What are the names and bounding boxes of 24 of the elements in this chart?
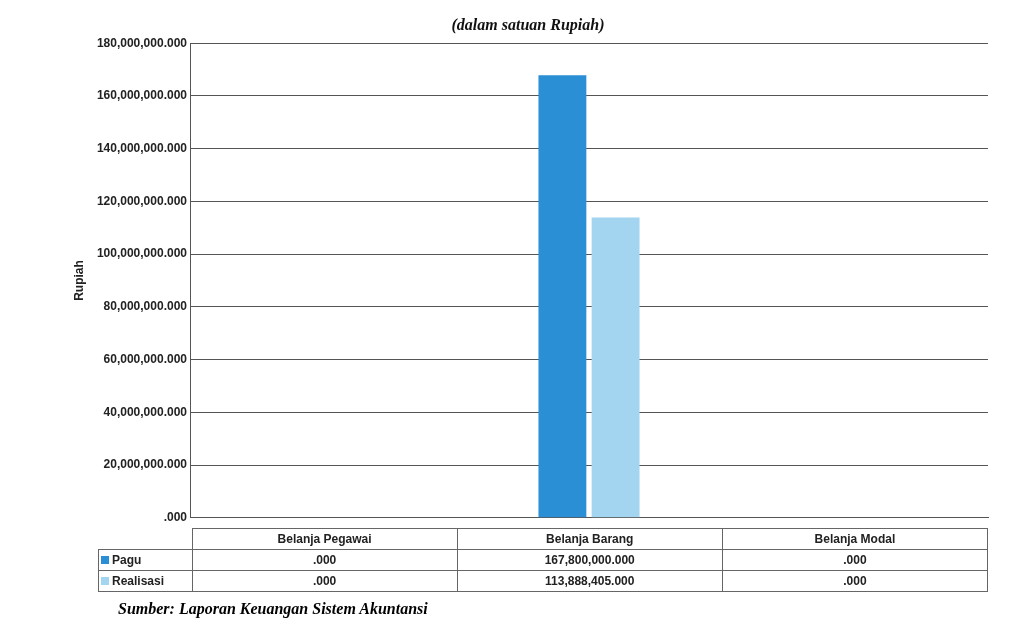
y-tick-label: 180,000,000.000 bbox=[96, 35, 188, 50]
y-tick-label: 120,000,000.000 bbox=[96, 193, 188, 208]
y-tick-label: 160,000,000.000 bbox=[96, 88, 188, 103]
data-label: 113,888,405.000 bbox=[457, 570, 723, 592]
text: Sumber: Laporan Keuangan Sistem Akuntansi bbox=[118, 600, 429, 618]
data-label: .000 bbox=[192, 549, 458, 571]
x-tick-label: Belanja Modal bbox=[722, 528, 988, 550]
y-tick-label: 60,000,000.000 bbox=[103, 351, 188, 366]
y-tick-label: .000 bbox=[163, 510, 188, 525]
chart-title: (dalam satuan Rupiah) bbox=[451, 15, 605, 34]
data-label: .000 bbox=[192, 570, 458, 592]
x-tick-label: Belanja Pegawai bbox=[192, 528, 458, 550]
legend-label: Realisasi bbox=[98, 570, 192, 592]
data-label: .000 bbox=[722, 570, 988, 592]
y-tick-label: 40,000,000.000 bbox=[103, 404, 188, 419]
y-tick-label: 80,000,000.000 bbox=[103, 299, 188, 314]
y-axis-title: Rupiah bbox=[71, 260, 86, 301]
y-tick-label: 100,000,000.000 bbox=[96, 246, 188, 261]
data-label: 167,800,000.000 bbox=[457, 549, 723, 571]
legend-label: Pagu bbox=[98, 549, 192, 571]
x-tick-label: Belanja Barang bbox=[457, 528, 723, 550]
data-label: .000 bbox=[722, 549, 988, 571]
y-tick-label: 140,000,000.000 bbox=[96, 140, 188, 155]
y-tick-label: 20,000,000.000 bbox=[103, 457, 188, 472]
